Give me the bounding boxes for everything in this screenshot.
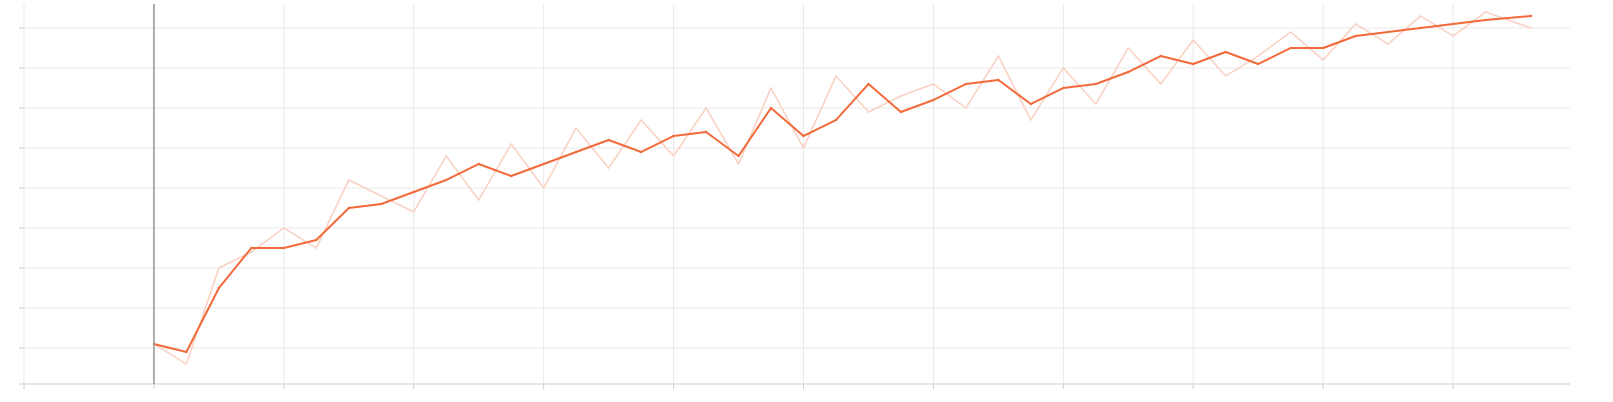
raw-data-point: [1030, 119, 1032, 121]
smoothed-data-point: [250, 246, 253, 250]
smoothed-data-point: [802, 134, 805, 138]
raw-data-point: [640, 119, 642, 121]
smoothed-data-point: [315, 238, 318, 242]
raw-data-point: [542, 187, 545, 189]
smoothed-data-point: [1159, 54, 1163, 58]
smoothed-data-point: [217, 286, 221, 290]
smoothed-data-point: [672, 134, 675, 138]
raw-data-point: [1160, 83, 1162, 85]
smoothed-data-point: [899, 110, 903, 114]
smoothed-data-point: [412, 190, 415, 194]
raw-data-point: [445, 155, 448, 157]
smoothed-data-point: [867, 82, 870, 86]
raw-data-point: [607, 167, 610, 169]
smoothed-data-point: [1451, 22, 1455, 26]
raw-data-point: [315, 247, 318, 249]
smoothed-data-point: [574, 150, 578, 154]
raw-data-point: [737, 163, 740, 165]
raw-data-point: [1192, 39, 1194, 41]
raw-data-point: [348, 179, 350, 181]
smoothed-data-point: [380, 202, 383, 206]
smoothed-data-point: [1289, 46, 1292, 50]
raw-data-point: [997, 55, 1000, 57]
raw-data-point: [1062, 67, 1065, 69]
smoothed-data-point: [1094, 82, 1098, 86]
smoothed-data-point: [347, 206, 350, 210]
smoothed-data-point: [1419, 26, 1422, 30]
raw-data-point: [1257, 55, 1259, 57]
raw-data-point: [672, 155, 675, 157]
raw-data-point: [835, 75, 837, 77]
smoothed-data-point: [1127, 70, 1130, 74]
raw-data-point: [575, 127, 577, 129]
smoothed-data-point: [964, 82, 968, 86]
raw-data-point: [900, 95, 902, 97]
raw-data-point: [802, 147, 805, 149]
raw-data-point: [477, 199, 480, 201]
smoothed-data-point: [834, 118, 838, 122]
raw-data-point: [185, 363, 188, 365]
smoothed-series-layer: [152, 14, 1533, 354]
raw-data-point: [867, 111, 870, 113]
raw-data-point: [1224, 75, 1227, 77]
raw-data-point: [250, 251, 253, 253]
smoothed-data-point: [997, 78, 1000, 82]
raw-data-point: [1289, 31, 1292, 33]
smoothed-data-point: [932, 98, 935, 102]
raw-data-point: [218, 267, 220, 269]
smoothed-series-line: [152, 15, 1532, 353]
raw-data-point: [705, 107, 707, 109]
raw-data-point: [1419, 15, 1422, 17]
raw-data-point: [1127, 47, 1130, 49]
smoothed-data-point: [639, 150, 643, 154]
raw-data-point: [1530, 27, 1532, 29]
smoothed-data-point: [607, 138, 610, 142]
raw-data-point: [1354, 23, 1357, 25]
raw-data-point: [1484, 11, 1487, 13]
smoothed-data-point: [1062, 86, 1065, 90]
raw-data-point: [1387, 43, 1389, 45]
smoothed-data-point: [510, 174, 513, 178]
raw-data-point: [1095, 103, 1097, 105]
raw-data-point: [770, 87, 772, 89]
grid-layer: [23, 4, 1570, 385]
smoothed-data-point: [704, 130, 708, 134]
raw-data-point: [380, 195, 383, 197]
smoothed-data-point: [1354, 34, 1357, 38]
smoothed-data-point: [1224, 50, 1227, 54]
axis-layer: [19, 4, 1570, 389]
raw-data-point: [932, 83, 935, 85]
raw-data-point: [1452, 35, 1454, 37]
smoothed-data-point: [769, 106, 773, 110]
raw-data-point: [283, 227, 285, 229]
smoothed-data-point: [477, 162, 480, 166]
smoothed-data-point: [1322, 46, 1325, 50]
smoothed-data-point: [1484, 18, 1487, 22]
raw-data-point: [965, 107, 967, 109]
raw-data-point: [1322, 59, 1324, 61]
smoothed-data-point: [185, 350, 188, 354]
smoothed-data-point: [1029, 102, 1033, 106]
smoothed-data-point: [445, 178, 448, 182]
smoothed-data-point: [1192, 62, 1195, 66]
raw-data-point: [510, 143, 512, 145]
smoothed-data-point: [1386, 30, 1390, 34]
raw-data-point: [412, 211, 415, 213]
raw-series-layer: [153, 11, 1532, 365]
smoothed-data-point: [282, 246, 285, 250]
smoothed-data-point: [1529, 14, 1533, 18]
smoothed-data-point: [542, 162, 545, 166]
smoothed-data-point: [737, 154, 740, 158]
smoothed-data-point: [1257, 62, 1260, 66]
